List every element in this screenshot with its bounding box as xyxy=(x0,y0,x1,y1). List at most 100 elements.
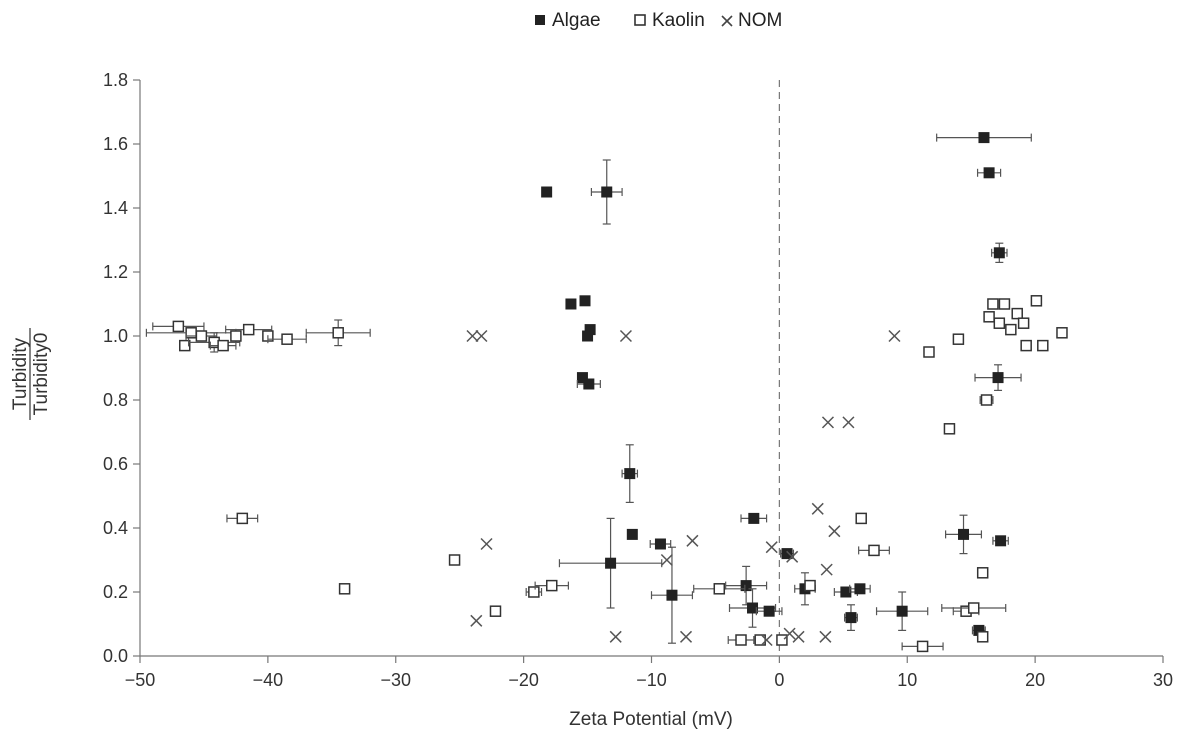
nom-marker xyxy=(811,502,824,515)
kaolin-marker xyxy=(1030,295,1043,307)
legend-label-algae: Algae xyxy=(552,10,601,31)
nom-point xyxy=(811,502,824,515)
series-algae xyxy=(541,132,1032,644)
kaolin-marker xyxy=(998,298,1011,310)
kaolin-marker xyxy=(983,311,995,323)
nom-point xyxy=(480,537,493,551)
algae-point xyxy=(541,186,553,198)
kaolin-point xyxy=(1011,307,1023,320)
y-tick-label: 0.2 xyxy=(103,582,128,602)
nom-marker xyxy=(819,630,832,643)
kaolin-marker xyxy=(855,512,867,525)
algae-marker xyxy=(740,580,752,592)
data-points xyxy=(145,132,1068,653)
algae-point xyxy=(755,605,783,617)
algae-point xyxy=(849,583,871,595)
kaolin-marker xyxy=(236,512,249,525)
nom-marker xyxy=(480,537,493,551)
x-tick-label: −40 xyxy=(253,670,284,690)
nom-point xyxy=(820,563,833,576)
kaolin-marker xyxy=(1011,307,1023,320)
nom-point xyxy=(686,534,699,547)
nom-point xyxy=(619,329,632,343)
algae-marker xyxy=(840,586,852,598)
algae-marker xyxy=(601,186,613,198)
kaolin-point xyxy=(209,339,237,352)
algae-point xyxy=(621,444,639,503)
x-ticks: −50 −40 −30 −20 −10 0 10 20 30 xyxy=(125,656,1173,690)
kaolin-marker xyxy=(242,323,255,336)
kaolin-marker xyxy=(916,640,929,653)
nom-point xyxy=(760,633,773,647)
y-tick-label: 1.6 xyxy=(103,134,128,154)
nom-point xyxy=(821,416,834,429)
kaolin-marker xyxy=(332,327,344,339)
kaolin-point xyxy=(338,583,351,595)
legend-label-nom: NOM xyxy=(738,10,782,31)
x-tick-label: 20 xyxy=(1025,670,1045,690)
kaolin-marker xyxy=(179,339,191,352)
algae-point xyxy=(833,586,858,598)
algae-marker xyxy=(747,602,759,614)
y-tick-label: 1.0 xyxy=(103,326,128,346)
kaolin-point xyxy=(1056,327,1068,339)
kaolin-marker xyxy=(230,330,242,342)
kaolin-marker xyxy=(923,346,935,358)
kaolin-point xyxy=(855,512,867,525)
legend-marker-nom xyxy=(721,15,733,27)
kaolin-marker xyxy=(217,339,229,352)
algae-marker xyxy=(992,372,1004,384)
nom-point xyxy=(819,630,832,643)
algae-marker xyxy=(582,330,594,342)
kaolin-marker xyxy=(1017,317,1030,329)
algae-point xyxy=(843,604,858,632)
kaolin-marker xyxy=(980,394,993,406)
kaolin-point xyxy=(754,634,766,646)
x-tick-label: −50 xyxy=(125,670,156,690)
kaolin-point xyxy=(225,323,273,336)
algae-marker xyxy=(624,468,636,480)
kaolin-point xyxy=(489,605,502,617)
algae-point xyxy=(991,242,1008,263)
y-tick-label: 1.8 xyxy=(103,70,128,90)
kaolin-point xyxy=(952,333,965,345)
algae-point xyxy=(725,565,768,606)
kaolin-point xyxy=(1017,317,1030,329)
algae-point xyxy=(945,514,983,555)
kaolin-marker xyxy=(713,583,726,595)
y-tick-label: 1.4 xyxy=(103,198,128,218)
algae-marker xyxy=(854,583,866,595)
nom-point xyxy=(786,550,799,563)
algae-point xyxy=(584,324,596,336)
nom-marker xyxy=(760,633,773,647)
algae-marker xyxy=(995,535,1007,547)
nom-marker xyxy=(828,525,841,538)
kaolin-point xyxy=(941,602,1007,614)
algae-point xyxy=(992,535,1009,547)
nom-point xyxy=(660,553,673,567)
algae-point xyxy=(558,517,663,609)
nom-point xyxy=(765,541,778,554)
kaolin-marker xyxy=(448,554,461,566)
y-tick-label: 1.2 xyxy=(103,262,128,282)
x-tick-label: 0 xyxy=(774,670,784,690)
kaolin-point xyxy=(534,579,569,592)
legend: Algae Kaolin NOM xyxy=(535,10,782,31)
kaolin-point xyxy=(1020,339,1032,352)
algae-point xyxy=(565,298,577,310)
algae-marker xyxy=(993,247,1005,259)
nom-marker xyxy=(765,541,778,554)
algae-marker xyxy=(605,557,617,569)
x-tick-label: 30 xyxy=(1153,670,1173,690)
kaolin-marker xyxy=(735,634,747,646)
kaolin-marker xyxy=(804,579,816,592)
kaolin-point xyxy=(901,640,944,653)
x-axis-title: Zeta Potential (mV) xyxy=(569,709,733,730)
kaolin-point xyxy=(976,567,989,579)
kaolin-marker xyxy=(754,634,766,646)
nom-marker xyxy=(783,627,796,640)
kaolin-marker xyxy=(528,586,540,598)
nom-point xyxy=(888,329,901,343)
nom-point xyxy=(475,329,488,343)
algae-marker xyxy=(576,372,588,384)
